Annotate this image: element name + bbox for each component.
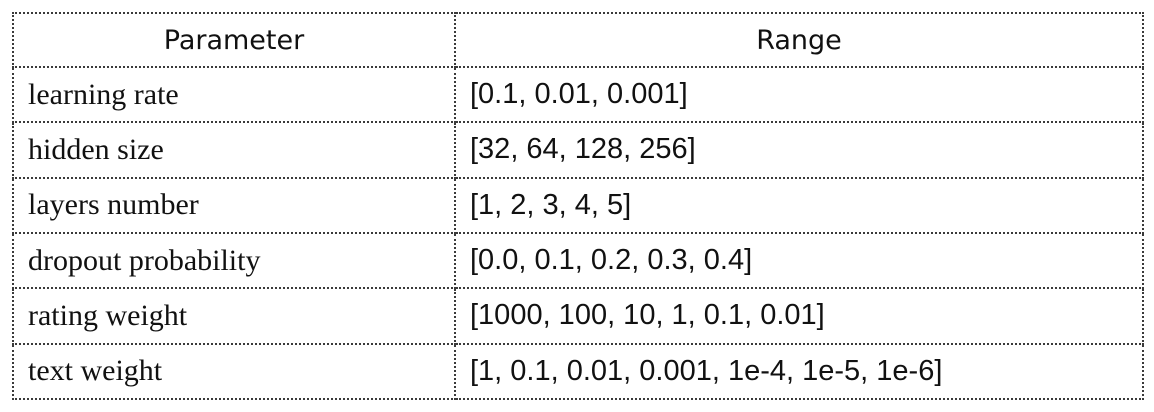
- table-row: learning rate [0.1, 0.01, 0.001]: [12, 65, 1144, 124]
- range-cell: [0.1, 0.01, 0.001]: [454, 65, 1144, 124]
- range-cell: [1, 0.1, 0.01, 0.001, 1e-4, 1e-5, 1e-6]: [454, 342, 1144, 401]
- table-row: text weight [1, 0.1, 0.01, 0.001, 1e-4, …: [12, 342, 1144, 401]
- table-header-row: Parameter Range: [12, 12, 1144, 68]
- parameter-cell: hidden size: [12, 121, 456, 179]
- table-row: hidden size [32, 64, 128, 256]: [12, 121, 1144, 179]
- parameter-cell: dropout probability: [12, 231, 456, 290]
- header-range: Range: [454, 12, 1144, 68]
- parameter-cell: learning rate: [12, 65, 456, 124]
- hyperparameter-table: Parameter Range learning rate [0.1, 0.01…: [12, 12, 1144, 401]
- table-row: rating weight [1000, 100, 10, 1, 0.1, 0.…: [12, 287, 1144, 345]
- table-row: dropout probability [0.0, 0.1, 0.2, 0.3,…: [12, 231, 1144, 290]
- parameter-cell: text weight: [12, 342, 456, 401]
- parameter-cell: layers number: [12, 176, 456, 234]
- header-parameter: Parameter: [12, 12, 456, 68]
- range-cell: [32, 64, 128, 256]: [454, 121, 1144, 179]
- parameter-cell: rating weight: [12, 287, 456, 345]
- range-cell: [1, 2, 3, 4, 5]: [454, 176, 1144, 234]
- range-cell: [1000, 100, 10, 1, 0.1, 0.01]: [454, 287, 1144, 345]
- range-cell: [0.0, 0.1, 0.2, 0.3, 0.4]: [454, 231, 1144, 290]
- table-row: layers number [1, 2, 3, 4, 5]: [12, 176, 1144, 234]
